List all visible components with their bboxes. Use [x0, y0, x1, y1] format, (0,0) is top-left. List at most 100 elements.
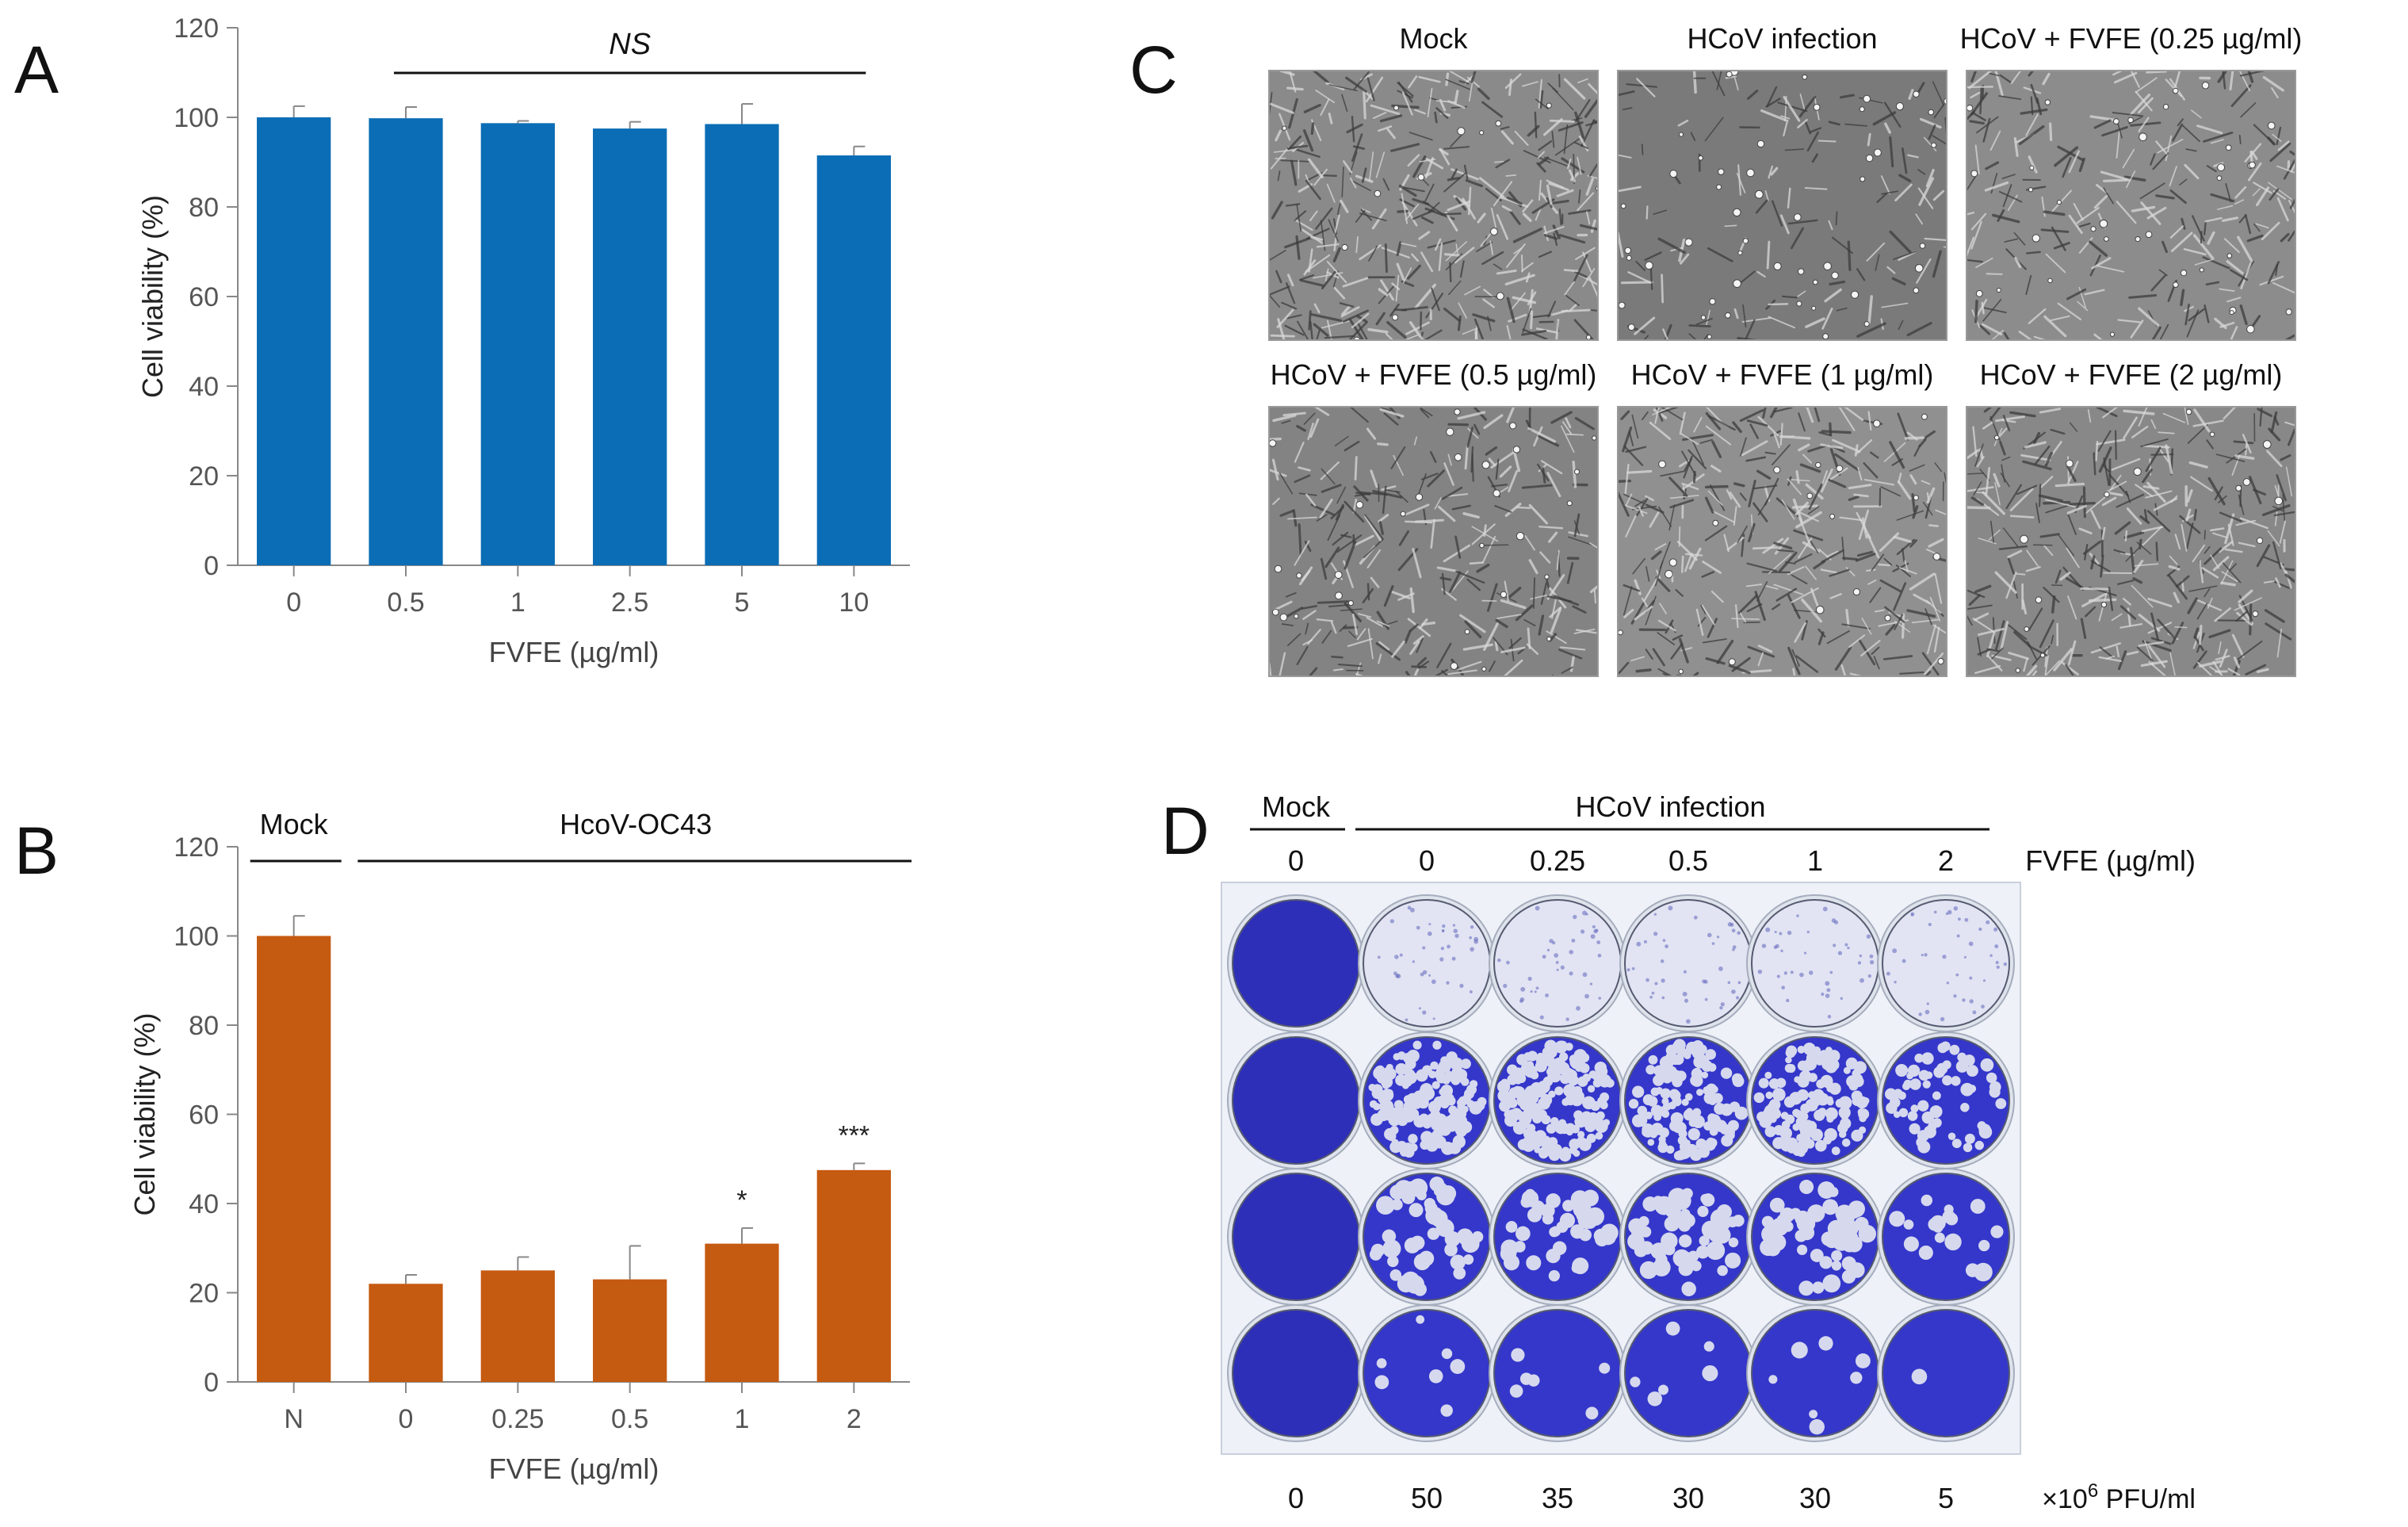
bar [480, 1270, 555, 1382]
well [1746, 894, 1884, 1032]
bar [369, 118, 443, 565]
x-tick-label: 0.25 [491, 1404, 544, 1434]
micrograph-title: HCoV + FVFE (0.5 µg/ml) [1270, 358, 1597, 391]
well [1358, 1304, 1496, 1442]
micrograph-title: HCoV + FVFE (1 µg/ml) [1630, 358, 1934, 391]
bar [593, 128, 667, 565]
bar [816, 155, 891, 565]
y-tick-label: 60 [189, 1100, 219, 1131]
x-tick-label: N [284, 1404, 304, 1434]
y-axis-label: Cell viability (%) [136, 195, 169, 398]
well [1227, 894, 1365, 1032]
infection-header: HCoV infection [1575, 790, 1765, 823]
well [1746, 1031, 1884, 1169]
well [1746, 1304, 1884, 1442]
y-tick-label: 20 [189, 1279, 219, 1309]
micrograph-title: Mock [1399, 22, 1468, 55]
bar [480, 123, 555, 566]
bar [816, 1169, 891, 1382]
x-axis-label: FVFE (µg/ml) [489, 636, 659, 668]
mock-header: Mock [1262, 790, 1331, 823]
well [1619, 894, 1757, 1032]
well [1877, 894, 2015, 1032]
x-tick-label: 10 [839, 587, 869, 618]
micrograph-title: HCoV + FVFE (0.25 µg/ml) [1959, 22, 2303, 55]
x-tick-label: 1 [735, 1404, 750, 1434]
well [1358, 1168, 1496, 1306]
y-tick-label: 120 [174, 832, 219, 863]
x-tick-label: 2 [847, 1404, 862, 1434]
concentration-label: 1 [1807, 844, 1823, 877]
micrograph-image [1617, 70, 1947, 341]
x-tick-label: 5 [735, 587, 750, 618]
well [1489, 894, 1626, 1032]
concentration-label: 0.5 [1668, 844, 1708, 877]
x-tick-label: 1 [510, 587, 526, 618]
titer-value: 5 [1938, 1482, 1954, 1514]
x-tick-label: 0 [286, 587, 301, 618]
virus-group-label: HcoV-OC43 [560, 808, 712, 840]
well [1358, 894, 1496, 1032]
panel-letter-a: A [14, 33, 59, 107]
x-axis-label: FVFE (µg/ml) [489, 1452, 659, 1485]
well [1227, 1304, 1365, 1442]
y-tick-label: 100 [174, 103, 219, 133]
concentration-axis-label: FVFE (µg/ml) [2025, 844, 2196, 877]
titer-value: 30 [1799, 1482, 1831, 1514]
x-tick-label: 2.5 [611, 587, 648, 618]
titer-value: 50 [1411, 1482, 1443, 1514]
concentration-label: 0.25 [1530, 844, 1585, 877]
micrograph-image [1268, 70, 1599, 341]
panel-letter-b: B [14, 813, 59, 888]
y-tick-label: 0 [204, 551, 219, 581]
y-tick-label: 80 [189, 193, 219, 223]
well [1489, 1168, 1626, 1306]
well [1877, 1031, 2015, 1169]
y-tick-label: 120 [174, 13, 219, 44]
bar [705, 1243, 779, 1382]
panel-d-plaque-assay: Mock HCoV infection 0 0 0.25 0.5 1 2 FVFE (µg/ml… [1221, 790, 2196, 1514]
panel-letter-c: C [1129, 33, 1178, 107]
significance-label: * [736, 1185, 747, 1215]
titer-value: 0 [1288, 1482, 1304, 1514]
titer-value: 30 [1672, 1482, 1704, 1514]
well [1358, 1031, 1496, 1169]
y-tick-label: 80 [189, 1011, 219, 1041]
bar [257, 117, 331, 565]
concentration-label: 0 [1288, 844, 1304, 877]
micrograph-image [1617, 406, 1947, 677]
mock-group-label: Mock [260, 808, 329, 840]
x-tick-label: 0 [399, 1404, 414, 1434]
titer-value: 35 [1542, 1482, 1573, 1514]
y-tick-label: 60 [189, 282, 219, 312]
bar [369, 1284, 443, 1382]
bar [257, 936, 331, 1382]
well [1489, 1304, 1626, 1442]
well [1619, 1031, 1757, 1169]
significance-label: *** [838, 1120, 870, 1150]
micrograph-title: HCoV infection [1687, 22, 1878, 55]
well [1877, 1304, 2015, 1442]
y-tick-label: 40 [189, 372, 219, 402]
well [1489, 1031, 1626, 1169]
well [1746, 1168, 1884, 1306]
micrograph-image [1966, 406, 2296, 677]
x-tick-label: 0.5 [611, 1404, 648, 1434]
y-tick-label: 40 [189, 1189, 219, 1219]
concentration-label: 0 [1419, 844, 1435, 877]
titer-unit-label: ×106 PFU/ml [2042, 1480, 2196, 1514]
well [1619, 1168, 1757, 1306]
micrograph-title: HCoV + FVFE (2 µg/ml) [1979, 358, 2283, 391]
concentration-label: 2 [1938, 844, 1954, 877]
micrograph-image [1268, 406, 1599, 677]
bar [593, 1279, 667, 1382]
panel-a-bar-chart: 0 20 40 60 80 100 120 0 0.5 1 2.5 5 10 FVFE (µg/ml) Ce… [136, 13, 910, 668]
well [1227, 1031, 1365, 1169]
panel-letter-d: D [1161, 794, 1210, 868]
y-tick-label: 0 [204, 1368, 219, 1398]
y-axis-label: Cell viability (%) [128, 1012, 161, 1215]
y-tick-label: 100 [174, 922, 219, 952]
well [1877, 1168, 2015, 1306]
panel-b-bar-chart: 0 20 40 60 80 100 120 N 0 0.25 0.5 1 * 2 *** FVFE (µg/m… [128, 808, 912, 1485]
bar [705, 124, 779, 566]
